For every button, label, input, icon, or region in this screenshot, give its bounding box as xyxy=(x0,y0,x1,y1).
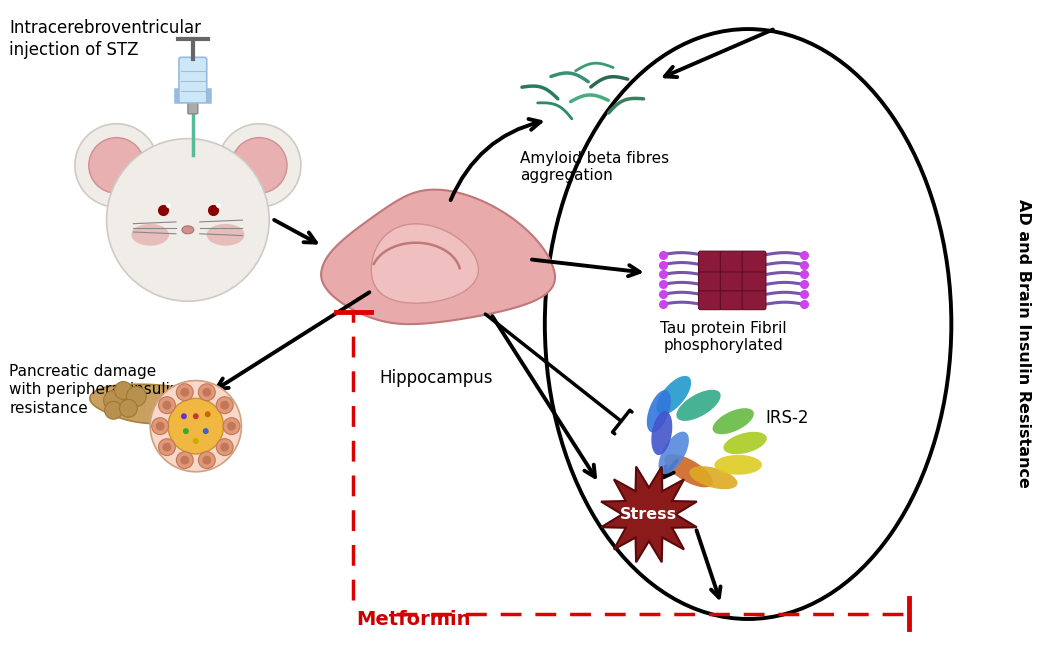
FancyBboxPatch shape xyxy=(721,289,744,309)
Circle shape xyxy=(216,439,233,456)
FancyBboxPatch shape xyxy=(721,251,744,272)
Circle shape xyxy=(120,400,137,417)
Ellipse shape xyxy=(659,432,689,474)
Ellipse shape xyxy=(181,226,194,233)
FancyBboxPatch shape xyxy=(699,251,723,272)
Circle shape xyxy=(202,388,211,397)
FancyBboxPatch shape xyxy=(699,289,723,309)
Circle shape xyxy=(216,397,233,413)
Text: Hippocampus: Hippocampus xyxy=(379,369,493,387)
Circle shape xyxy=(104,390,124,410)
Circle shape xyxy=(205,411,211,417)
Text: IRS-2: IRS-2 xyxy=(765,409,809,427)
Text: Metformin: Metformin xyxy=(357,610,471,629)
FancyBboxPatch shape xyxy=(699,270,723,291)
Text: AD and Brain Insulin Resistance: AD and Brain Insulin Resistance xyxy=(1016,199,1031,489)
Text: Pancreatic damage
with peripheral insulin
resistance: Pancreatic damage with peripheral insuli… xyxy=(9,364,180,416)
Circle shape xyxy=(180,456,189,464)
FancyBboxPatch shape xyxy=(742,289,766,309)
Circle shape xyxy=(127,387,146,406)
Circle shape xyxy=(163,443,171,452)
Circle shape xyxy=(198,384,215,401)
Circle shape xyxy=(150,381,241,472)
FancyBboxPatch shape xyxy=(179,58,207,103)
Circle shape xyxy=(217,124,301,207)
Circle shape xyxy=(155,422,165,430)
Ellipse shape xyxy=(689,466,737,489)
Ellipse shape xyxy=(664,454,713,487)
Circle shape xyxy=(158,397,175,413)
Circle shape xyxy=(193,438,199,444)
Circle shape xyxy=(180,388,189,397)
Polygon shape xyxy=(321,190,555,324)
Ellipse shape xyxy=(712,408,754,434)
Circle shape xyxy=(152,418,169,434)
Ellipse shape xyxy=(207,224,244,246)
Circle shape xyxy=(107,139,270,301)
FancyBboxPatch shape xyxy=(721,270,744,291)
Circle shape xyxy=(105,402,123,419)
Polygon shape xyxy=(601,466,697,562)
Polygon shape xyxy=(90,385,205,424)
Circle shape xyxy=(183,428,189,434)
Text: Tau protein Fibril
phosphorylated: Tau protein Fibril phosphorylated xyxy=(660,321,787,353)
Circle shape xyxy=(202,428,209,434)
Circle shape xyxy=(163,401,171,409)
FancyBboxPatch shape xyxy=(742,270,766,291)
Circle shape xyxy=(158,439,175,456)
Ellipse shape xyxy=(131,224,169,246)
Text: Stress: Stress xyxy=(620,507,678,522)
Polygon shape xyxy=(371,224,478,303)
Circle shape xyxy=(176,384,193,401)
Circle shape xyxy=(220,401,229,409)
Ellipse shape xyxy=(647,390,671,432)
Circle shape xyxy=(223,418,240,434)
Circle shape xyxy=(180,413,187,419)
Circle shape xyxy=(198,452,215,468)
Text: Intracerebroventricular
injection of STZ: Intracerebroventricular injection of STZ xyxy=(9,19,201,59)
Ellipse shape xyxy=(657,376,691,415)
Text: Amyloid beta fibres
aggregation: Amyloid beta fibres aggregation xyxy=(520,150,669,183)
Ellipse shape xyxy=(651,411,672,455)
Circle shape xyxy=(202,456,211,464)
Circle shape xyxy=(232,137,287,193)
FancyBboxPatch shape xyxy=(742,251,766,272)
Circle shape xyxy=(89,137,145,193)
FancyBboxPatch shape xyxy=(188,100,198,114)
Circle shape xyxy=(193,413,199,419)
Ellipse shape xyxy=(677,390,721,421)
Ellipse shape xyxy=(724,432,767,454)
Circle shape xyxy=(114,381,132,400)
Circle shape xyxy=(74,124,158,207)
Ellipse shape xyxy=(714,455,762,475)
Circle shape xyxy=(227,422,236,430)
Circle shape xyxy=(168,398,223,454)
Circle shape xyxy=(220,443,229,452)
Circle shape xyxy=(176,452,193,468)
